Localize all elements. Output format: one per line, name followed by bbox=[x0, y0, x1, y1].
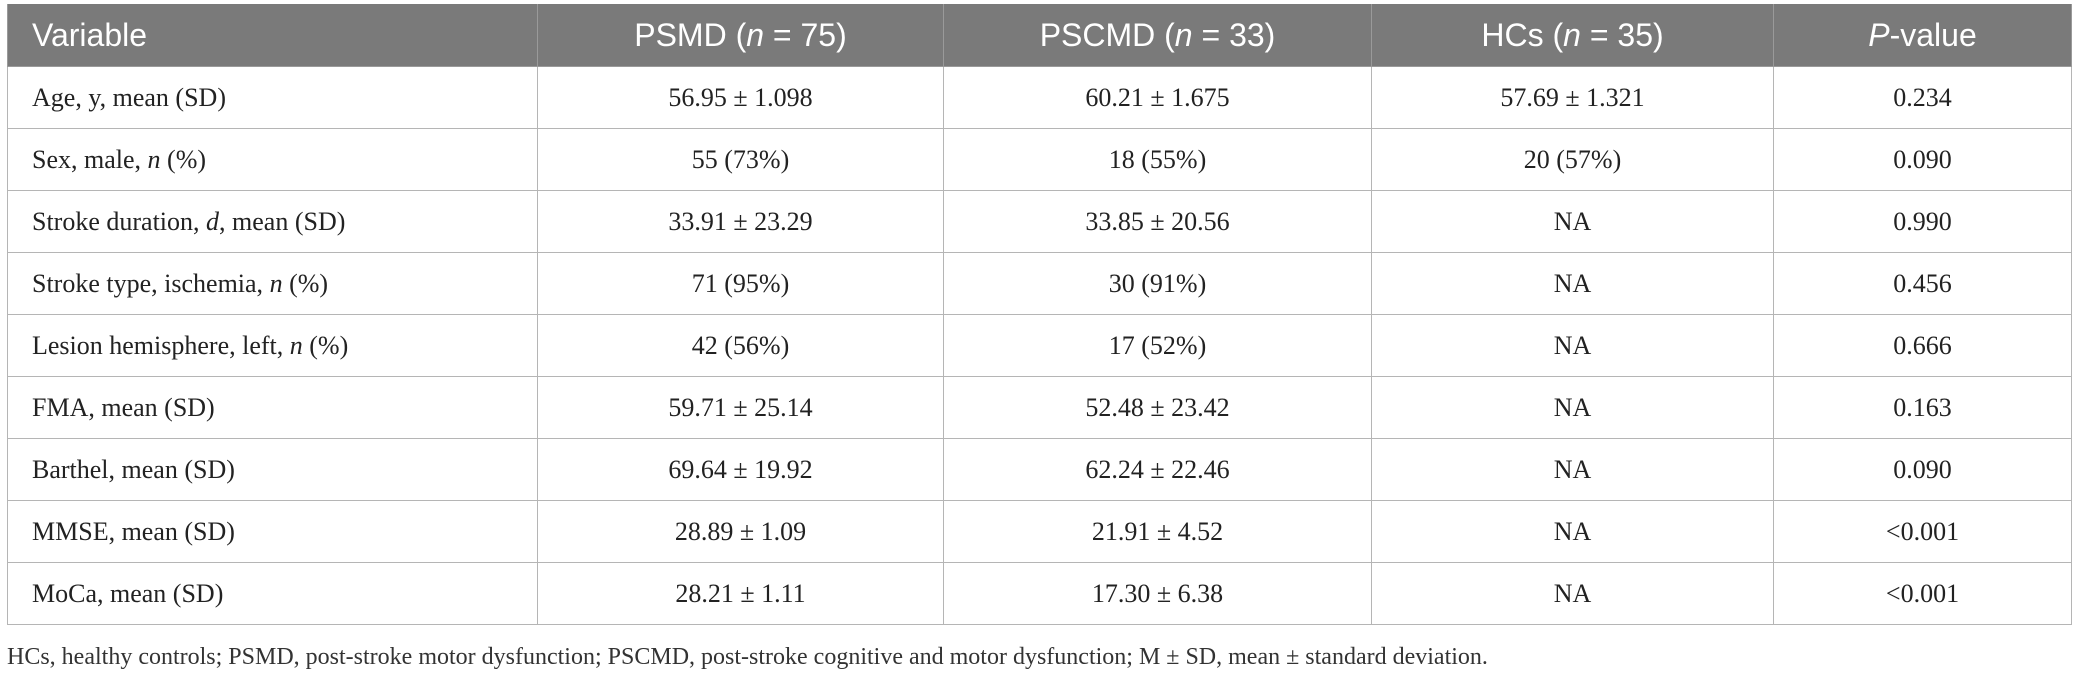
cell-psmd: 42 (56%) bbox=[537, 314, 944, 377]
table-row: FMA, mean (SD) 59.71 ± 25.14 52.48 ± 23.… bbox=[7, 376, 2072, 439]
cell-psmd: 59.71 ± 25.14 bbox=[537, 376, 944, 439]
cell-pscmd: 62.24 ± 22.46 bbox=[943, 438, 1372, 501]
table-row: MoCa, mean (SD) 28.21 ± 1.11 17.30 ± 6.3… bbox=[7, 562, 2072, 625]
cell-psmd: 33.91 ± 23.29 bbox=[537, 190, 944, 253]
table-row: Barthel, mean (SD) 69.64 ± 19.92 62.24 ±… bbox=[7, 438, 2072, 501]
cell-p-value: 0.666 bbox=[1773, 314, 2072, 377]
demographics-table: Variable PSMD (n = 75) PSCMD (n = 33) HC… bbox=[7, 4, 2072, 625]
header-psmd: PSMD (n = 75) bbox=[537, 4, 944, 67]
cell-pscmd: 60.21 ± 1.675 bbox=[943, 66, 1372, 129]
cell-pscmd: 18 (55%) bbox=[943, 128, 1372, 191]
row-label: Stroke type, ischemia, n (%) bbox=[7, 252, 538, 315]
cell-psmd: 71 (95%) bbox=[537, 252, 944, 315]
cell-hcs: NA bbox=[1371, 376, 1774, 439]
cell-pscmd: 17.30 ± 6.38 bbox=[943, 562, 1372, 625]
row-label: Stroke duration, d, mean (SD) bbox=[7, 190, 538, 253]
cell-psmd: 55 (73%) bbox=[537, 128, 944, 191]
cell-pscmd: 21.91 ± 4.52 bbox=[943, 500, 1372, 563]
cell-p-value: 0.990 bbox=[1773, 190, 2072, 253]
cell-psmd: 69.64 ± 19.92 bbox=[537, 438, 944, 501]
row-label: FMA, mean (SD) bbox=[7, 376, 538, 439]
row-label: Sex, male, n (%) bbox=[7, 128, 538, 191]
table-row: Stroke duration, d, mean (SD) 33.91 ± 23… bbox=[7, 190, 2072, 253]
row-label: MMSE, mean (SD) bbox=[7, 500, 538, 563]
table-footnote: HCs, healthy controls; PSMD, post-stroke… bbox=[7, 644, 1488, 670]
cell-p-value: 0.163 bbox=[1773, 376, 2072, 439]
cell-p-value: 0.234 bbox=[1773, 66, 2072, 129]
cell-hcs: NA bbox=[1371, 500, 1774, 563]
table-row: Sex, male, n (%) 55 (73%) 18 (55%) 20 (5… bbox=[7, 128, 2072, 191]
cell-p-value: <0.001 bbox=[1773, 562, 2072, 625]
cell-hcs: NA bbox=[1371, 562, 1774, 625]
table-row: Lesion hemisphere, left, n (%) 42 (56%) … bbox=[7, 314, 2072, 377]
cell-psmd: 28.89 ± 1.09 bbox=[537, 500, 944, 563]
cell-hcs: 57.69 ± 1.321 bbox=[1371, 66, 1774, 129]
cell-hcs: NA bbox=[1371, 438, 1774, 501]
cell-p-value: 0.090 bbox=[1773, 438, 2072, 501]
header-pscmd: PSCMD (n = 33) bbox=[943, 4, 1372, 67]
cell-pscmd: 17 (52%) bbox=[943, 314, 1372, 377]
demographics-table-container: Variable PSMD (n = 75) PSCMD (n = 33) HC… bbox=[7, 4, 2072, 625]
cell-pscmd: 33.85 ± 20.56 bbox=[943, 190, 1372, 253]
table-header-row: Variable PSMD (n = 75) PSCMD (n = 33) HC… bbox=[7, 4, 2072, 67]
cell-hcs: NA bbox=[1371, 190, 1774, 253]
header-variable: Variable bbox=[7, 4, 538, 67]
cell-pscmd: 52.48 ± 23.42 bbox=[943, 376, 1372, 439]
table-row: Age, y, mean (SD) 56.95 ± 1.098 60.21 ± … bbox=[7, 66, 2072, 129]
cell-hcs: NA bbox=[1371, 252, 1774, 315]
table-row: MMSE, mean (SD) 28.89 ± 1.09 21.91 ± 4.5… bbox=[7, 500, 2072, 563]
row-label: Barthel, mean (SD) bbox=[7, 438, 538, 501]
cell-p-value: <0.001 bbox=[1773, 500, 2072, 563]
cell-hcs: 20 (57%) bbox=[1371, 128, 1774, 191]
cell-psmd: 28.21 ± 1.11 bbox=[537, 562, 944, 625]
cell-hcs: NA bbox=[1371, 314, 1774, 377]
row-label: MoCa, mean (SD) bbox=[7, 562, 538, 625]
row-label: Lesion hemisphere, left, n (%) bbox=[7, 314, 538, 377]
cell-psmd: 56.95 ± 1.098 bbox=[537, 66, 944, 129]
cell-p-value: 0.090 bbox=[1773, 128, 2072, 191]
header-p-value: P-value bbox=[1773, 4, 2072, 67]
row-label: Age, y, mean (SD) bbox=[7, 66, 538, 129]
header-hcs: HCs (n = 35) bbox=[1371, 4, 1774, 67]
cell-pscmd: 30 (91%) bbox=[943, 252, 1372, 315]
cell-p-value: 0.456 bbox=[1773, 252, 2072, 315]
table-row: Stroke type, ischemia, n (%) 71 (95%) 30… bbox=[7, 252, 2072, 315]
